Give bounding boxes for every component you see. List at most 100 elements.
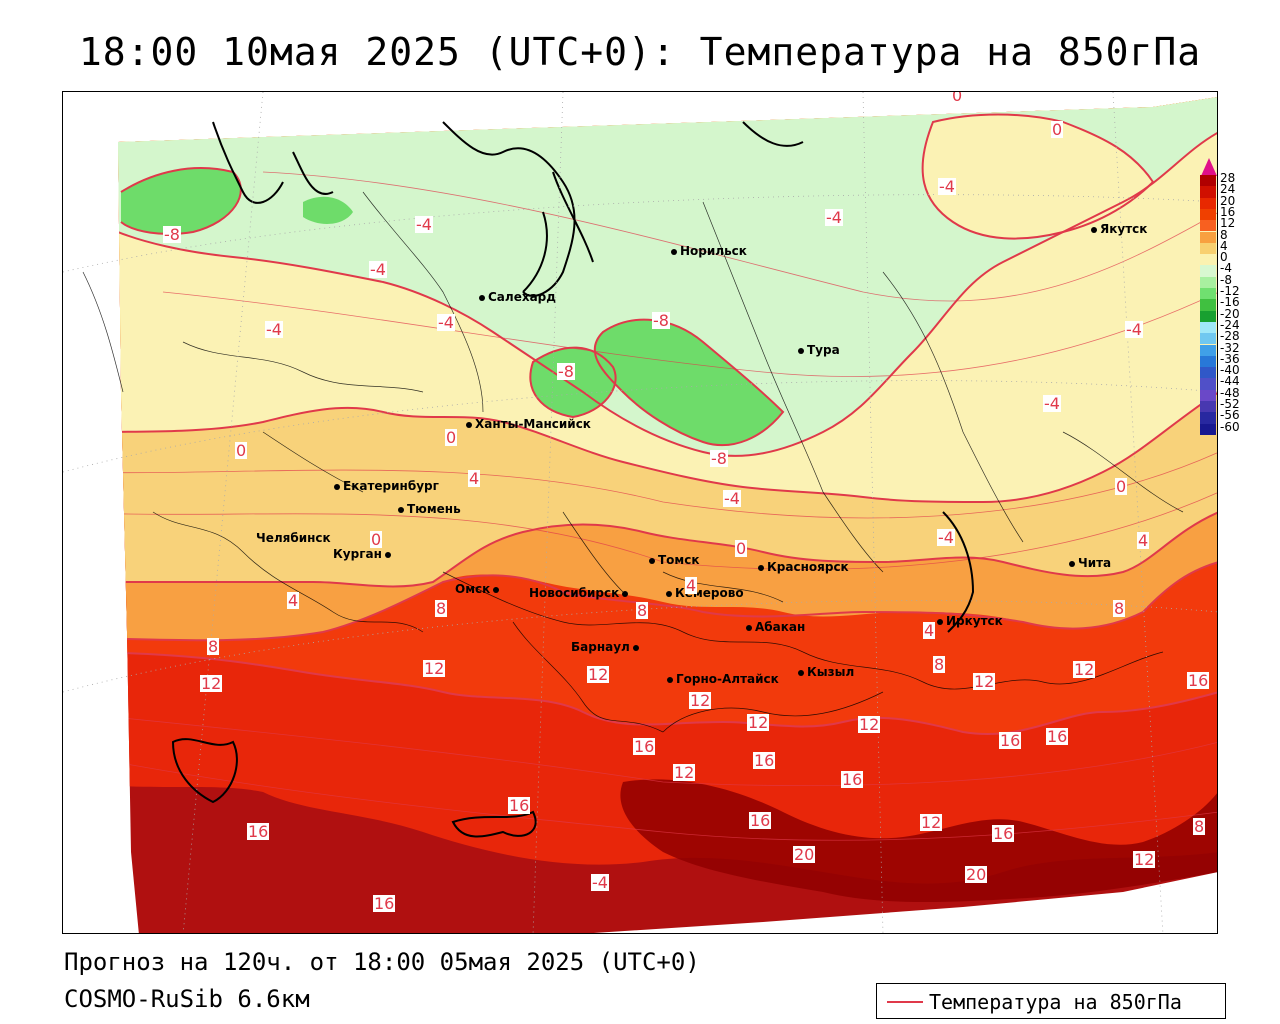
isotherm-label: 8 <box>933 655 946 674</box>
city-dot-icon <box>493 586 500 593</box>
colorbar-tick-label: -32 <box>1220 340 1240 355</box>
colorbar-swatch <box>1200 389 1216 401</box>
city-label: Горно-Алтайск <box>667 673 779 685</box>
city-label: Салехард <box>479 291 556 303</box>
isotherm-label: 16 <box>508 796 531 815</box>
colorbar-tick-label: -24 <box>1220 317 1240 332</box>
isotherm-label: 0 <box>370 530 383 549</box>
city-dot-icon <box>1069 560 1075 567</box>
isotherm-label: 4 <box>287 591 300 610</box>
isotherm-label: 4 <box>923 621 936 640</box>
isotherm-label: -8 <box>163 225 181 244</box>
colorbar-swatch <box>1200 276 1216 288</box>
isotherm-label: -4 <box>591 873 609 892</box>
isotherm-label: 12 <box>689 691 712 710</box>
city-dot-icon <box>758 564 764 571</box>
city-dot-icon <box>479 294 485 301</box>
colorbar-tick-label: 20 <box>1220 193 1236 208</box>
city-label: Екатеринбург <box>334 480 439 492</box>
isotherm-label: 8 <box>636 601 649 620</box>
isotherm-label: -8 <box>652 311 670 330</box>
colorbar-swatch <box>1200 265 1216 277</box>
city-label: Томск <box>649 554 700 566</box>
colorbar-tick-label: 8 <box>1220 227 1228 242</box>
isotherm-label: 16 <box>1046 727 1069 746</box>
colorbar-swatch <box>1200 254 1216 266</box>
isotherm-label: -8 <box>557 362 575 381</box>
isotherm-label: 12 <box>587 665 610 684</box>
isotherm-label: -8 <box>710 449 728 468</box>
isotherm-label: 12 <box>747 713 770 732</box>
isotherm-label: 0 <box>1051 120 1064 139</box>
city-label: Абакан <box>746 621 805 633</box>
isotherm-label: 16 <box>753 751 776 770</box>
colorbar-swatch <box>1200 175 1216 187</box>
colorbar-swatch <box>1200 333 1216 345</box>
isotherm-label: -4 <box>1043 394 1061 413</box>
isotherm-label: 12 <box>673 763 696 782</box>
colorbar-swatch <box>1200 321 1216 334</box>
city-label: Тура <box>798 344 840 356</box>
city-label: Иркутск <box>937 615 1003 627</box>
colorbar-tick-label: 28 <box>1220 171 1236 185</box>
isotherm-label: 0 <box>1115 477 1128 496</box>
city-dot-icon <box>384 551 391 558</box>
isotherm-label: 4 <box>468 469 481 488</box>
city-label: Омск <box>455 583 502 595</box>
city-dot-icon <box>671 248 677 255</box>
isotherm-label: -4 <box>369 260 387 279</box>
colorbar-tick-label: -20 <box>1220 306 1240 321</box>
colorbar-swatch <box>1200 186 1216 198</box>
city-dot-icon <box>937 618 943 625</box>
isotherm-label: 12 <box>1133 850 1156 869</box>
isotherm-label: 12 <box>1073 660 1096 679</box>
city-label: Чита <box>1069 557 1111 569</box>
colorbar-tick-label: -16 <box>1220 295 1240 310</box>
isotherm-label: -4 <box>415 215 433 234</box>
isotherm-label: 4 <box>1137 531 1150 550</box>
model-info: COSMO-RuSib 6.6км <box>64 985 310 1013</box>
isotherm-label: 8 <box>1113 599 1126 618</box>
legend-line-icon <box>887 1001 923 1003</box>
map-canvas <box>63 92 1217 933</box>
city-label: Норильск <box>671 245 747 257</box>
legend-label: Температура на 850гПа <box>929 990 1182 1014</box>
colorbar-swatch <box>1200 208 1216 221</box>
colorbar-swatch <box>1200 401 1216 413</box>
isotherm-label: 12 <box>858 715 881 734</box>
isotherm-label: 20 <box>793 845 816 864</box>
isotherm-label: -4 <box>1125 320 1143 339</box>
city-label: Кемерово <box>666 587 744 599</box>
city-label: Тюмень <box>398 503 461 515</box>
colorbar-tick-label: -40 <box>1220 363 1240 378</box>
isotherm-label: 0 <box>235 441 248 460</box>
city-label: Ханты-Мансийск <box>466 418 591 430</box>
colorbar-tick-label: -8 <box>1220 272 1232 287</box>
colorbar-swatch <box>1200 344 1216 356</box>
isotherm-label: 12 <box>200 674 223 693</box>
city-dot-icon <box>746 624 752 631</box>
colorbar-tick-label: 24 <box>1220 182 1236 197</box>
colorbar-tick-label: 12 <box>1220 216 1236 231</box>
colorbar-swatch <box>1200 231 1216 243</box>
colorbar-tick-label: 4 <box>1220 238 1228 253</box>
isotherm-label: 16 <box>999 731 1022 750</box>
legend-box: Температура на 850гПа <box>876 983 1226 1019</box>
isotherm-label: -4 <box>437 313 455 332</box>
city-label: Кызыл <box>798 666 854 678</box>
colorbar-swatch <box>1200 197 1216 209</box>
isotherm-label: 16 <box>749 811 772 830</box>
isotherm-label: 0 <box>445 428 458 447</box>
colorbar-swatch <box>1200 220 1216 232</box>
city-dot-icon <box>622 590 629 597</box>
map-title: 18:00 10мая 2025 (UTC+0): Температура на… <box>78 30 1202 74</box>
colorbar-tick-label: -60 <box>1220 419 1240 434</box>
graticule <box>63 92 1217 933</box>
city-dot-icon <box>398 506 404 513</box>
isotherm-label: 4 <box>685 576 698 595</box>
isotherm-label: 8 <box>1193 817 1206 836</box>
city-dot-icon <box>649 557 655 564</box>
isotherm-label: 0 <box>951 92 964 104</box>
isotherm-label: 12 <box>423 659 446 678</box>
isotherm-label: 8 <box>435 599 448 618</box>
